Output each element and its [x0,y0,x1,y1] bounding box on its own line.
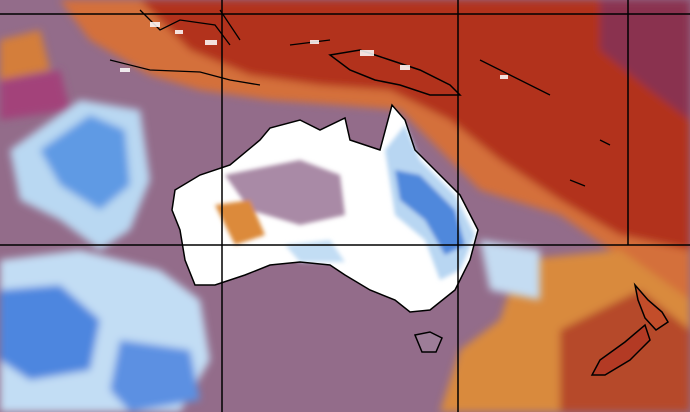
nz-south-island [590,323,651,376]
australia-anomaly [215,125,475,280]
tasmania [413,331,443,353]
new-guinea [328,49,462,96]
australia-coastline [171,103,479,313]
nz-north-island [633,282,670,331]
island-speckle [120,22,508,79]
cool-anomaly [0,100,540,412]
